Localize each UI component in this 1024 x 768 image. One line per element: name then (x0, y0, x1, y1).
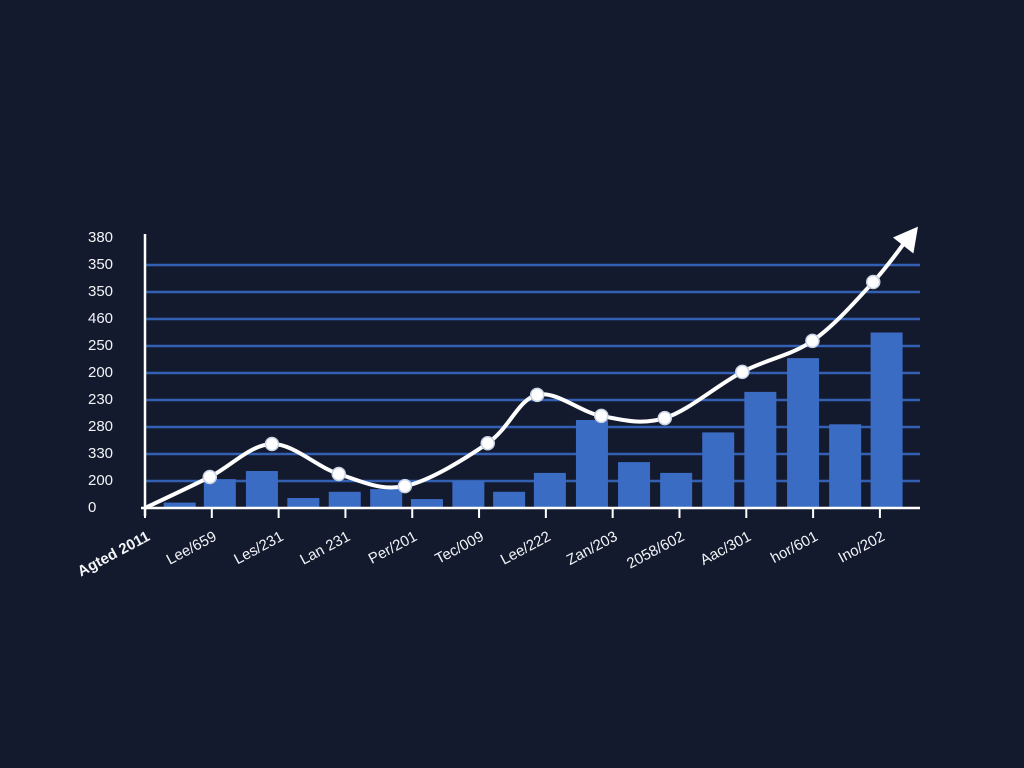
y-tick-label: 380 (88, 229, 113, 246)
line-marker (865, 274, 881, 290)
line-marker (397, 478, 413, 494)
bar (829, 424, 862, 508)
y-tick-label: 230 (88, 391, 113, 408)
bar (575, 419, 608, 508)
bar (702, 432, 735, 508)
bar (370, 489, 403, 508)
bar (452, 481, 485, 508)
y-tick-label: 460 (88, 310, 113, 327)
y-tick-label: 0 (88, 499, 96, 516)
line-marker (264, 436, 280, 452)
y-tick-label: 200 (88, 364, 113, 381)
y-tick-label: 350 (88, 283, 113, 300)
bar (287, 498, 320, 508)
line-marker (480, 435, 495, 451)
y-tick-label: 280 (88, 418, 113, 435)
line-marker (805, 333, 820, 349)
line-marker (657, 410, 673, 426)
bar (533, 472, 566, 508)
arrow-head (892, 226, 918, 254)
bar (328, 491, 361, 508)
bar (618, 462, 651, 508)
bar (870, 332, 903, 508)
y-tick-label: 200 (88, 472, 113, 489)
bar (787, 358, 820, 508)
line-marker (529, 387, 545, 403)
bar (163, 502, 196, 508)
y-tick-label: 250 (88, 337, 113, 354)
y-tick-label: 330 (88, 445, 113, 462)
bar (245, 471, 278, 508)
line-marker (331, 466, 346, 482)
line-marker (202, 469, 218, 485)
line-marker (594, 408, 609, 424)
bar (660, 472, 693, 508)
line-marker (735, 364, 750, 380)
bar (744, 391, 777, 508)
y-tick-label: 350 (88, 256, 113, 273)
bar (410, 499, 443, 508)
bar (493, 491, 526, 508)
